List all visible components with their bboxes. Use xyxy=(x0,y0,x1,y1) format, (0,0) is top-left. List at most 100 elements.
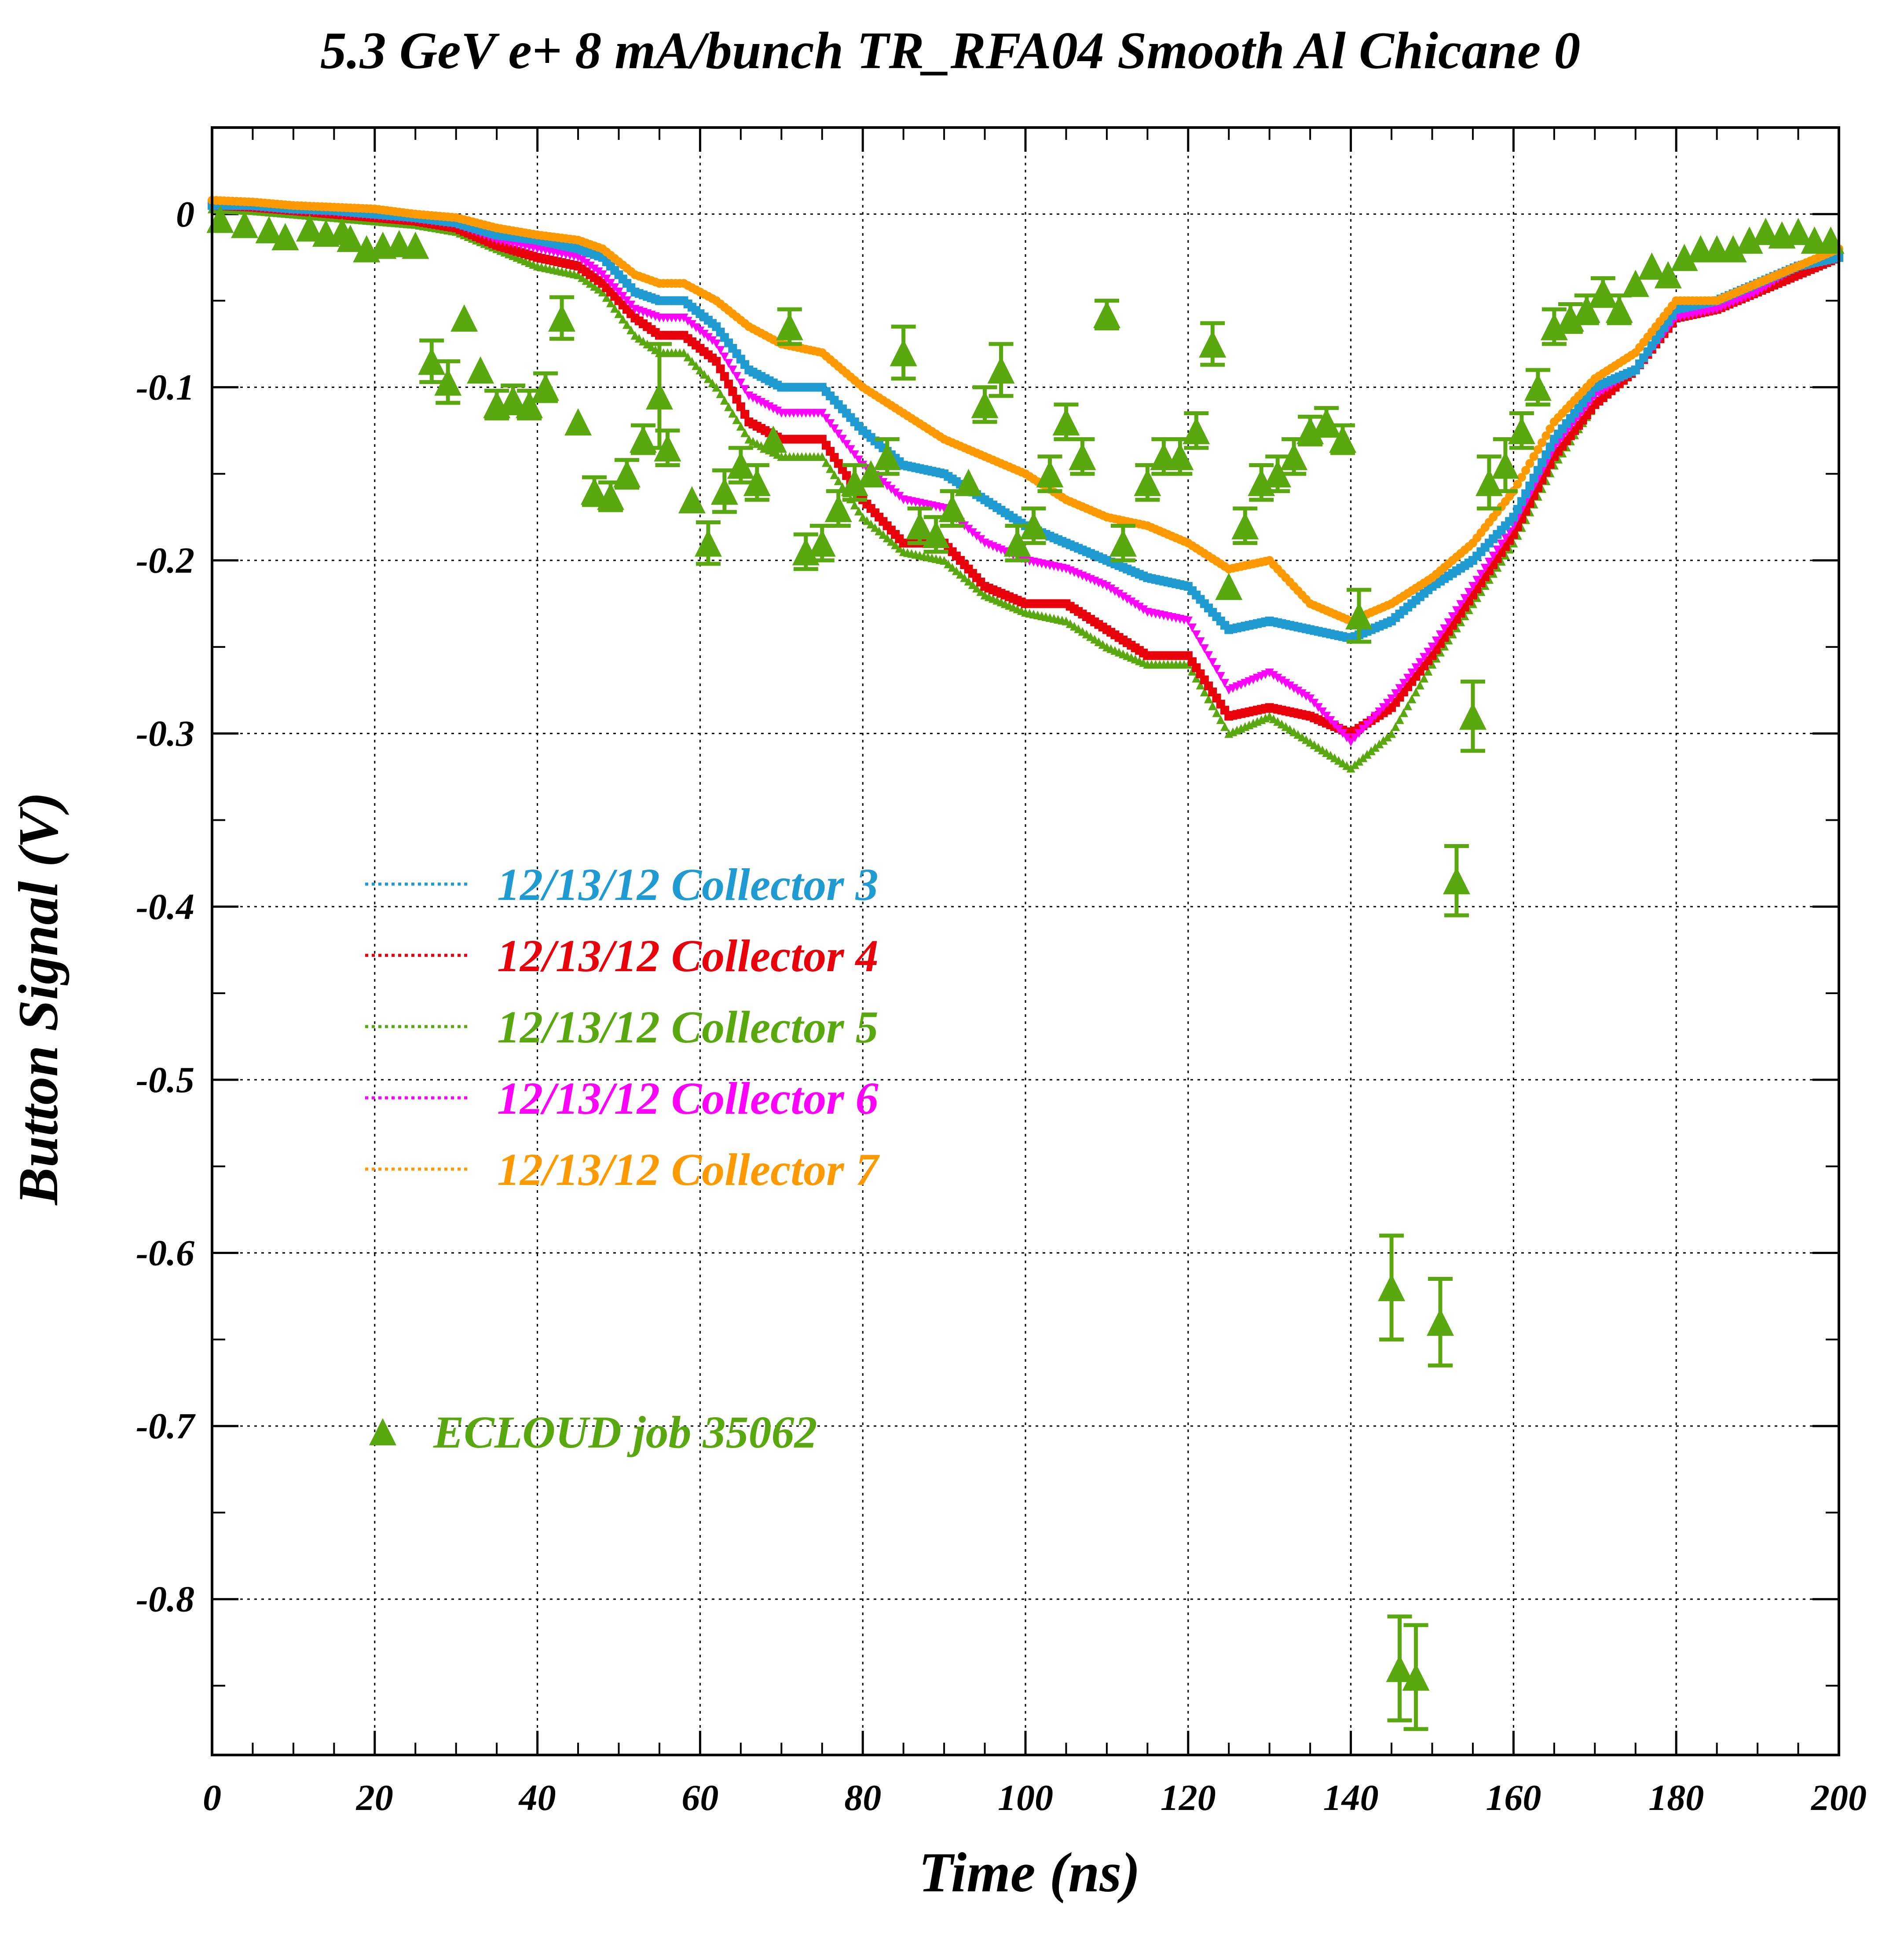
data-point xyxy=(838,435,847,444)
data-point xyxy=(586,279,595,288)
data-point xyxy=(578,273,587,282)
x-tick-label: 160 xyxy=(1486,1777,1541,1818)
data-point xyxy=(1379,703,1388,712)
data-point xyxy=(834,476,843,485)
data-point xyxy=(1489,552,1498,561)
data-point xyxy=(875,526,884,536)
data-point xyxy=(743,468,771,496)
data-point xyxy=(687,320,696,329)
data-point xyxy=(1459,702,1487,730)
data-point xyxy=(1529,452,1538,461)
data-point xyxy=(1403,701,1413,710)
data-point xyxy=(1521,489,1531,498)
data-point xyxy=(1542,450,1551,459)
data-point xyxy=(879,530,888,539)
data-point xyxy=(1480,563,1490,573)
data-point xyxy=(740,428,750,437)
x-tick-label: 20 xyxy=(355,1777,393,1818)
data-point xyxy=(385,230,413,257)
data-point xyxy=(1375,707,1384,717)
data-point xyxy=(1440,624,1449,633)
data-point xyxy=(1003,529,1031,557)
x-tick-label: 120 xyxy=(1161,1777,1216,1818)
data-point xyxy=(736,378,745,388)
data-point xyxy=(708,336,717,345)
data-point xyxy=(736,402,745,411)
data-point xyxy=(590,264,599,274)
data-point xyxy=(1468,582,1477,591)
data-point xyxy=(1204,694,1213,703)
data-point xyxy=(1521,466,1531,475)
data-point xyxy=(1208,701,1217,710)
data-point xyxy=(1383,698,1392,708)
data-point xyxy=(1313,408,1340,436)
data-point xyxy=(964,525,973,534)
data-point xyxy=(1220,679,1230,688)
data-point xyxy=(850,501,859,510)
data-point xyxy=(548,304,576,332)
data-point xyxy=(1456,600,1465,609)
data-point xyxy=(1220,722,1230,731)
data-point xyxy=(1200,687,1209,697)
data-point xyxy=(1036,460,1064,488)
data-point xyxy=(976,587,985,596)
x-tick-label: 200 xyxy=(1810,1777,1867,1818)
data-point xyxy=(1654,261,1682,289)
data-point xyxy=(882,481,892,490)
data-point xyxy=(1208,658,1217,667)
data-point xyxy=(622,320,631,329)
data-point xyxy=(724,380,733,389)
data-point xyxy=(972,584,981,593)
data-point xyxy=(1545,442,1555,452)
data-point xyxy=(1452,606,1461,615)
data-point xyxy=(858,512,868,522)
data-point xyxy=(987,356,1015,384)
y-tick-label: -0.3 xyxy=(136,713,194,754)
data-point xyxy=(1362,749,1372,759)
data-point xyxy=(1403,673,1413,683)
data-point xyxy=(1513,479,1522,489)
data-point xyxy=(1346,738,1355,747)
data-point xyxy=(582,259,591,268)
data-point xyxy=(679,348,688,357)
data-point xyxy=(1399,679,1408,688)
data-point xyxy=(960,573,969,582)
legend-entry: ECLOUD job 35062 xyxy=(433,1407,817,1458)
data-point xyxy=(645,382,673,410)
x-tick-label: 100 xyxy=(998,1777,1053,1818)
data-point xyxy=(564,408,592,436)
data-point xyxy=(1127,597,1136,607)
data-point xyxy=(846,445,855,454)
legend: 12/13/12 Collector 3 12/13/12 Collector 4… xyxy=(365,859,880,1458)
data-point xyxy=(1464,588,1473,597)
data-point xyxy=(732,395,741,404)
data-point xyxy=(1402,1663,1430,1691)
data-point xyxy=(1109,529,1137,557)
data-point xyxy=(808,529,836,557)
data-point xyxy=(1542,431,1551,440)
data-point xyxy=(720,395,729,405)
data-point xyxy=(1375,739,1384,749)
y-axis-label: Button Signal (V) xyxy=(7,792,70,1206)
data-point xyxy=(1329,425,1357,453)
data-point xyxy=(1362,720,1372,729)
data-point xyxy=(1533,466,1542,475)
x-tick-label: 40 xyxy=(518,1777,556,1818)
data-point xyxy=(687,357,696,366)
data-point xyxy=(678,486,706,514)
data-point xyxy=(720,352,729,362)
data-point xyxy=(850,450,859,459)
data-point xyxy=(759,425,787,453)
legend-entry: 12/13/12 Collector 5 xyxy=(497,1002,879,1053)
data-point xyxy=(716,389,725,398)
plot-series xyxy=(206,196,1845,1731)
data-point xyxy=(1435,630,1445,640)
data-point xyxy=(692,361,701,370)
y-tick-label: 0 xyxy=(176,194,194,235)
data-point xyxy=(948,563,957,572)
data-point xyxy=(574,270,583,279)
data-point xyxy=(1183,417,1210,444)
data-point xyxy=(1484,557,1494,567)
data-point xyxy=(1517,473,1526,482)
data-point xyxy=(873,442,901,470)
